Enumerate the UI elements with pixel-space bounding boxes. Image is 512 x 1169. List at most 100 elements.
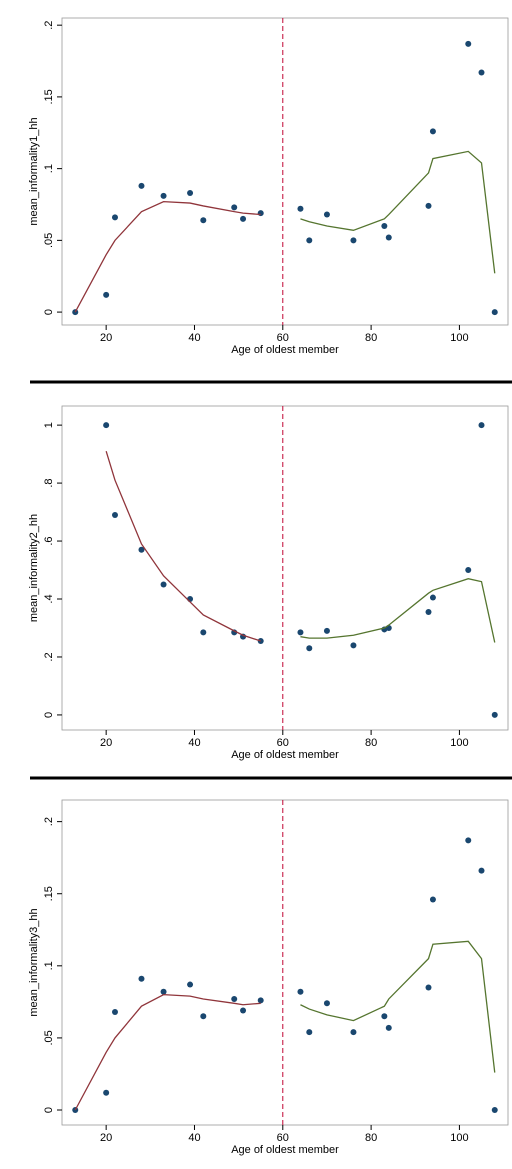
data-point (385, 234, 392, 241)
data-point (429, 128, 436, 135)
data-point (425, 202, 432, 209)
y-tick-label: .15 (43, 886, 55, 901)
data-point (465, 40, 472, 47)
data-point (111, 511, 118, 518)
data-point (297, 205, 304, 212)
x-tick-label: 80 (365, 332, 377, 344)
x-tick-label: 60 (277, 332, 289, 344)
fit-line (74, 200, 261, 313)
data-point (160, 581, 167, 588)
data-point (111, 1008, 118, 1015)
x-tick-label: 80 (365, 1132, 377, 1144)
data-point (323, 211, 330, 218)
fit-line (300, 940, 496, 1073)
data-point (297, 988, 304, 995)
y-tick-label: .1 (43, 164, 55, 173)
fit-line (105, 451, 261, 642)
y-axis-label: mean_informality2_hh (28, 514, 40, 622)
data-point (200, 629, 207, 636)
x-tick-label: 80 (365, 737, 377, 749)
plot-area (61, 17, 509, 326)
y-axis-label: mean_informality1_hh (28, 117, 40, 225)
fit-line (300, 150, 496, 274)
data-point (323, 627, 330, 634)
data-point (306, 645, 313, 652)
data-point (385, 1024, 392, 1031)
data-point (257, 997, 264, 1004)
x-tick-label: 20 (100, 332, 112, 344)
data-point (381, 223, 388, 230)
y-tick-label: 1 (43, 422, 55, 428)
data-point (103, 291, 110, 298)
y-tick-label: 0 (43, 309, 55, 315)
data-point (306, 1029, 313, 1036)
x-tick-label: 100 (450, 737, 468, 749)
data-point (160, 192, 167, 199)
y-tick-label: .2 (43, 652, 55, 661)
data-point (160, 988, 167, 995)
data-point (187, 190, 194, 197)
data-point (478, 867, 485, 874)
y-tick-label: .05 (43, 1030, 55, 1045)
x-tick-label: 40 (188, 737, 200, 749)
x-tick-label: 100 (450, 332, 468, 344)
x-tick-label: 20 (100, 1132, 112, 1144)
data-point (297, 629, 304, 636)
data-point (465, 567, 472, 574)
data-point (425, 609, 432, 616)
data-point (240, 215, 247, 222)
x-tick-label: 40 (188, 1132, 200, 1144)
data-point (350, 237, 357, 244)
data-point (350, 1029, 357, 1036)
data-point (491, 1107, 498, 1114)
x-axis-label: Age of oldest member (231, 344, 339, 356)
x-axis-label: Age of oldest member (231, 1144, 339, 1156)
data-point (200, 1013, 207, 1020)
y-tick-label: .1 (43, 961, 55, 970)
data-point (429, 594, 436, 601)
y-tick-label: .4 (43, 594, 55, 603)
x-tick-label: 40 (188, 332, 200, 344)
data-point (240, 1007, 247, 1014)
y-tick-label: 0 (43, 712, 55, 718)
x-tick-label: 20 (100, 737, 112, 749)
fit-line (300, 578, 496, 643)
x-tick-label: 60 (277, 737, 289, 749)
data-point (187, 981, 194, 988)
data-point (350, 642, 357, 649)
data-point (478, 69, 485, 76)
x-axis-label: Age of oldest member (231, 749, 339, 761)
plot-area (61, 799, 509, 1126)
data-point (491, 711, 498, 718)
data-point (257, 210, 264, 217)
y-tick-label: 0 (43, 1107, 55, 1113)
data-point (381, 1013, 388, 1020)
fit-line (74, 993, 261, 1111)
data-point (465, 837, 472, 844)
data-point (491, 309, 498, 316)
data-point (323, 1000, 330, 1007)
y-axis-label: mean_informality3_hh (28, 908, 40, 1016)
data-point (478, 422, 485, 429)
data-point (306, 237, 313, 244)
data-point (231, 204, 238, 211)
data-point (231, 995, 238, 1002)
data-point (138, 546, 145, 553)
data-point (425, 984, 432, 991)
y-tick-label: .05 (43, 233, 55, 248)
y-tick-label: .2 (43, 21, 55, 30)
y-tick-label: .6 (43, 536, 55, 545)
data-point (200, 217, 207, 224)
data-point (429, 896, 436, 903)
y-tick-label: .2 (43, 817, 55, 826)
y-tick-label: .8 (43, 478, 55, 487)
x-tick-label: 60 (277, 1132, 289, 1144)
data-point (103, 1089, 110, 1096)
data-point (138, 975, 145, 982)
y-tick-label: .15 (43, 89, 55, 104)
data-point (103, 422, 110, 429)
data-point (111, 214, 118, 221)
x-tick-label: 100 (450, 1132, 468, 1144)
data-point (138, 182, 145, 189)
